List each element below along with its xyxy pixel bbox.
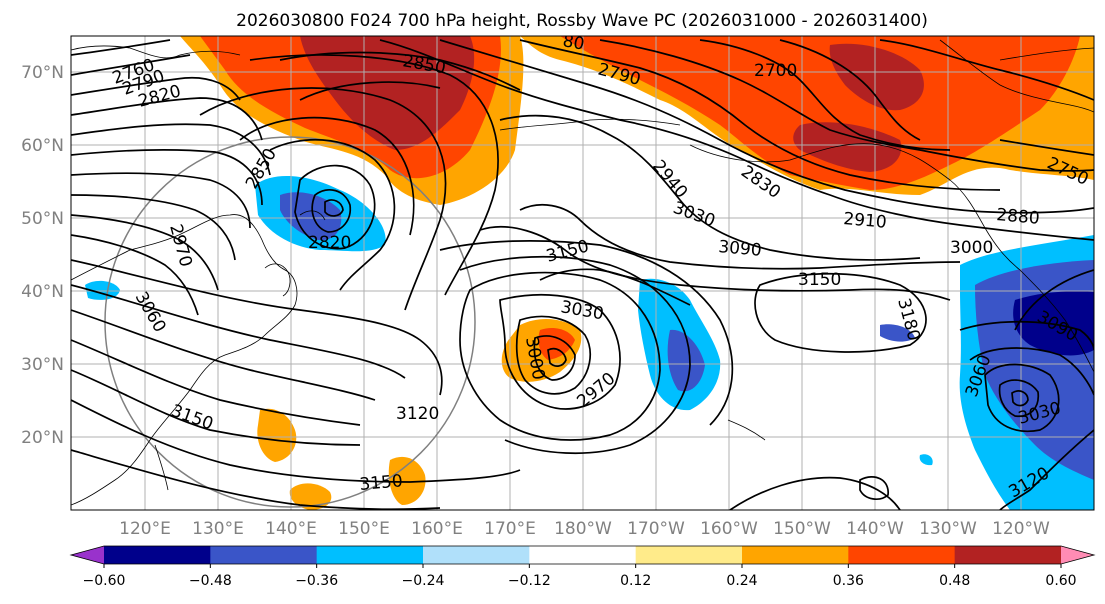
colorbar-segment [423,546,530,564]
longitude-label: 120°E [119,519,171,539]
longitude-label: 150°E [338,519,390,539]
contour-label: 3150 [359,471,404,495]
longitude-label: 170°E [484,519,536,539]
colorbar-extend-high [1061,546,1094,564]
longitude-label: 160°W [700,519,758,539]
latitude-label: 70°N [21,63,64,83]
longitude-label: 180°W [554,519,612,539]
contour-label: 2880 [996,205,1041,229]
colorbar-tick-label: 0.48 [939,573,970,589]
longitude-label: 130°E [192,519,244,539]
contour-label: 80 [561,31,586,54]
colorbar-segment [210,546,318,564]
colorbar-tick-label: −0.24 [402,573,445,589]
colorbar-segment [848,546,956,564]
longitude-label: 160°E [411,519,463,539]
contour-label: 2910 [843,209,888,233]
longitude-label: 140°E [265,519,317,539]
longitude-label: 130°W [919,519,977,539]
colorbar-segment [529,546,637,564]
colorbar-tick-label: −0.60 [83,573,126,589]
contour-label: 3000 [950,238,993,258]
contour-label: 3090 [718,237,763,261]
colorbar-tick-label: −0.12 [508,573,551,589]
colorbar-tick-label: 0.24 [726,573,757,589]
latitude-label: 30°N [21,355,64,375]
colorbar-segment [742,546,849,564]
map-panel: 2760 2790 2820 2850 80 2790 2700 2750 29… [71,31,1094,510]
colorbar-extend-low [71,546,104,564]
colorbar-tick-label: −0.36 [295,573,338,589]
longitude-label: 120°W [992,519,1050,539]
colorbar-tick-label: −0.48 [189,573,232,589]
contour-label: 2700 [754,61,797,81]
latitude-label: 20°N [21,428,64,448]
contour-label: 3150 [798,270,841,290]
longitude-label: 150°W [773,519,831,539]
longitude-labels: 120°E 130°E 140°E 150°E 160°E 170°E 180°… [119,519,1050,539]
latitude-labels: 70°N 60°N 50°N 40°N 30°N 20°N [21,63,64,448]
map-frame [70,35,1095,511]
longitude-label: 140°W [846,519,904,539]
latitude-label: 50°N [21,209,64,229]
colorbar: −0.60 −0.48 −0.36 −0.24 −0.12 0.12 0.24 0.36 0.4… [69,545,1096,589]
colorbar-segment [954,546,1062,564]
height-contours [71,39,1094,510]
contour-label: 2820 [308,233,351,253]
latlon-grid [71,36,1094,510]
latitude-label: 60°N [21,136,64,156]
colorbar-segment [316,546,424,564]
map-title: 2026030800 F024 700 hPa height, Rossby W… [236,11,928,31]
contour-label: 3120 [396,404,439,424]
colorbar-segment [635,546,743,564]
latitude-label: 40°N [21,282,64,302]
coastlines [71,39,1094,506]
colorbar-tick-label: 0.60 [1045,573,1076,589]
colorbar-tick-label: 0.12 [620,573,651,589]
colorbar-tick-label: 0.36 [833,573,864,589]
longitude-label: 170°W [627,519,685,539]
colorbar-segment [104,546,211,564]
